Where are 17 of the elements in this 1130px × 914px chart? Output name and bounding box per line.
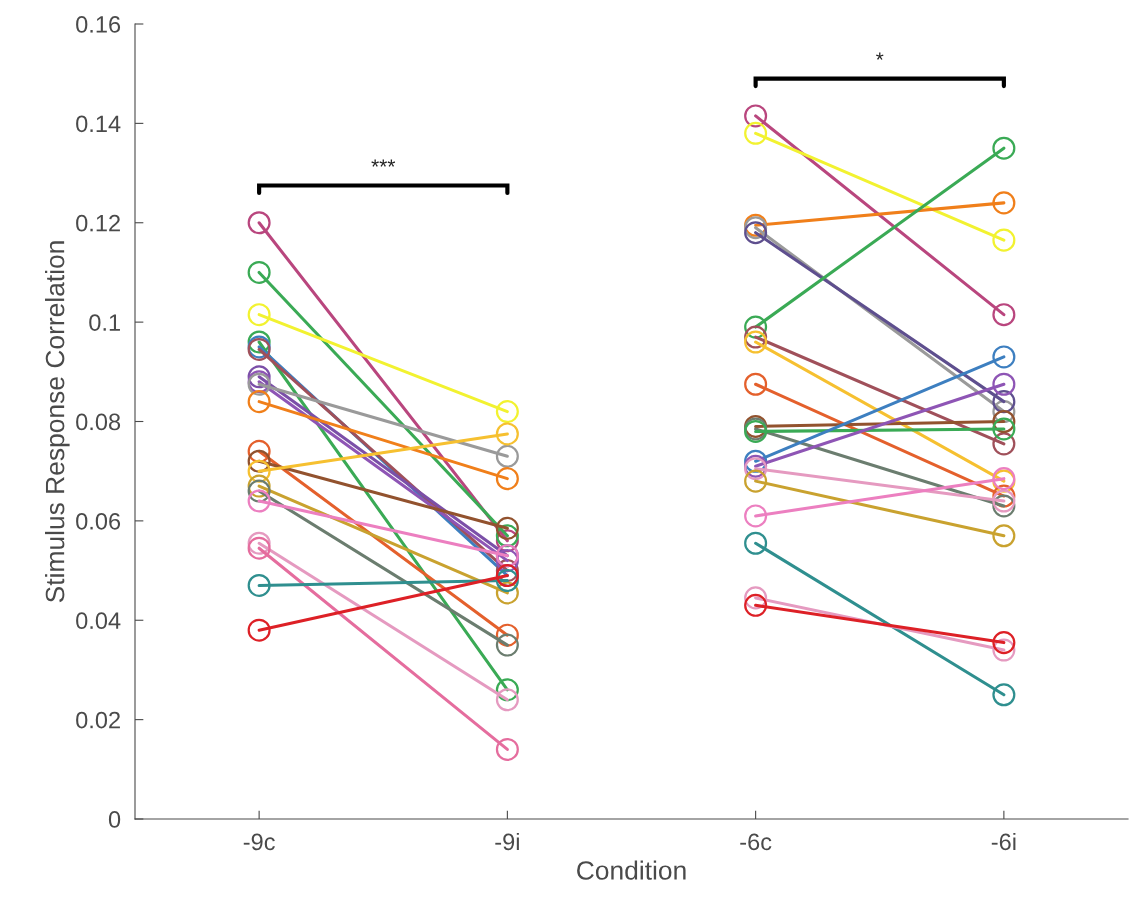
annotation: *** xyxy=(371,159,396,167)
x-tick-label: -9c xyxy=(243,833,275,851)
y-tick-label: 0.14 xyxy=(76,115,121,133)
y-tick-label: 0.16 xyxy=(76,16,121,33)
y-tick-label: 0.12 xyxy=(76,214,120,232)
y-tick-label: 0 xyxy=(108,811,121,828)
y-tick-label: 0.1 xyxy=(89,314,120,331)
y-tick-label: 0.04 xyxy=(76,612,121,630)
annotation: * xyxy=(876,52,884,60)
x-tick-label: -9i xyxy=(495,832,519,851)
x-axis-title: Condition xyxy=(577,860,686,880)
y-tick-label: 0.06 xyxy=(76,512,121,530)
x-tick-label: -6i xyxy=(991,832,1016,851)
y-tick-label: 0.02 xyxy=(76,711,120,729)
y-tick-label: 0.08 xyxy=(76,413,121,431)
x-tick-label: -6c xyxy=(740,833,772,851)
y-axis-title: Stimulus Response Correlation xyxy=(45,241,70,603)
